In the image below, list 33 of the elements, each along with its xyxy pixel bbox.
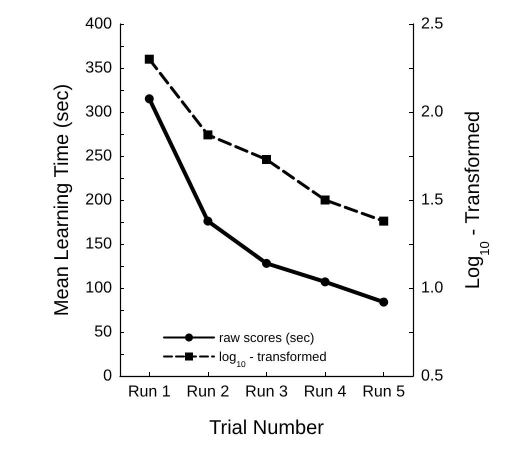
y2-tick-label: 1.5 (421, 192, 444, 208)
y-axis-title: Mean Learning Time (sec) (51, 84, 73, 316)
point (262, 155, 271, 164)
point (262, 258, 271, 268)
x-tick-label: Run 2 (186, 384, 230, 400)
y-tick-label: 100 (85, 280, 112, 296)
y-tick-label: 250 (85, 148, 112, 164)
y-tick-label: 50 (94, 324, 112, 340)
y-tick-label: 350 (85, 60, 112, 76)
x-tick-label: Run 4 (304, 384, 347, 400)
y2-tick-label: 1.0 (421, 280, 444, 296)
point (379, 216, 388, 226)
y2-tick-label: 2.0 (421, 104, 444, 120)
point (379, 298, 388, 307)
y-tick-label: 200 (85, 192, 112, 208)
point (144, 94, 154, 104)
y2-tick-label: 2.5 (421, 16, 444, 32)
y-tick-label: 150 (85, 236, 112, 252)
y-tick-label: 0 (103, 368, 112, 384)
x-tick-label: Run 1 (128, 384, 171, 400)
x-axis-title: Trial Number (209, 417, 324, 439)
y-tick-label: 300 (85, 104, 112, 120)
point (320, 196, 330, 204)
legend-label: raw scores (sec) (219, 330, 314, 345)
point (203, 216, 212, 226)
point (203, 130, 212, 140)
y-tick-label: 400 (85, 16, 112, 32)
x-tick-label: Run 3 (245, 384, 288, 400)
y2-tick-label: 0.5 (421, 368, 444, 384)
x-tick-label: Run 5 (362, 384, 406, 400)
point (320, 277, 330, 286)
point (144, 54, 154, 64)
y2-axis-title: Log10 - Transformed (462, 111, 492, 290)
